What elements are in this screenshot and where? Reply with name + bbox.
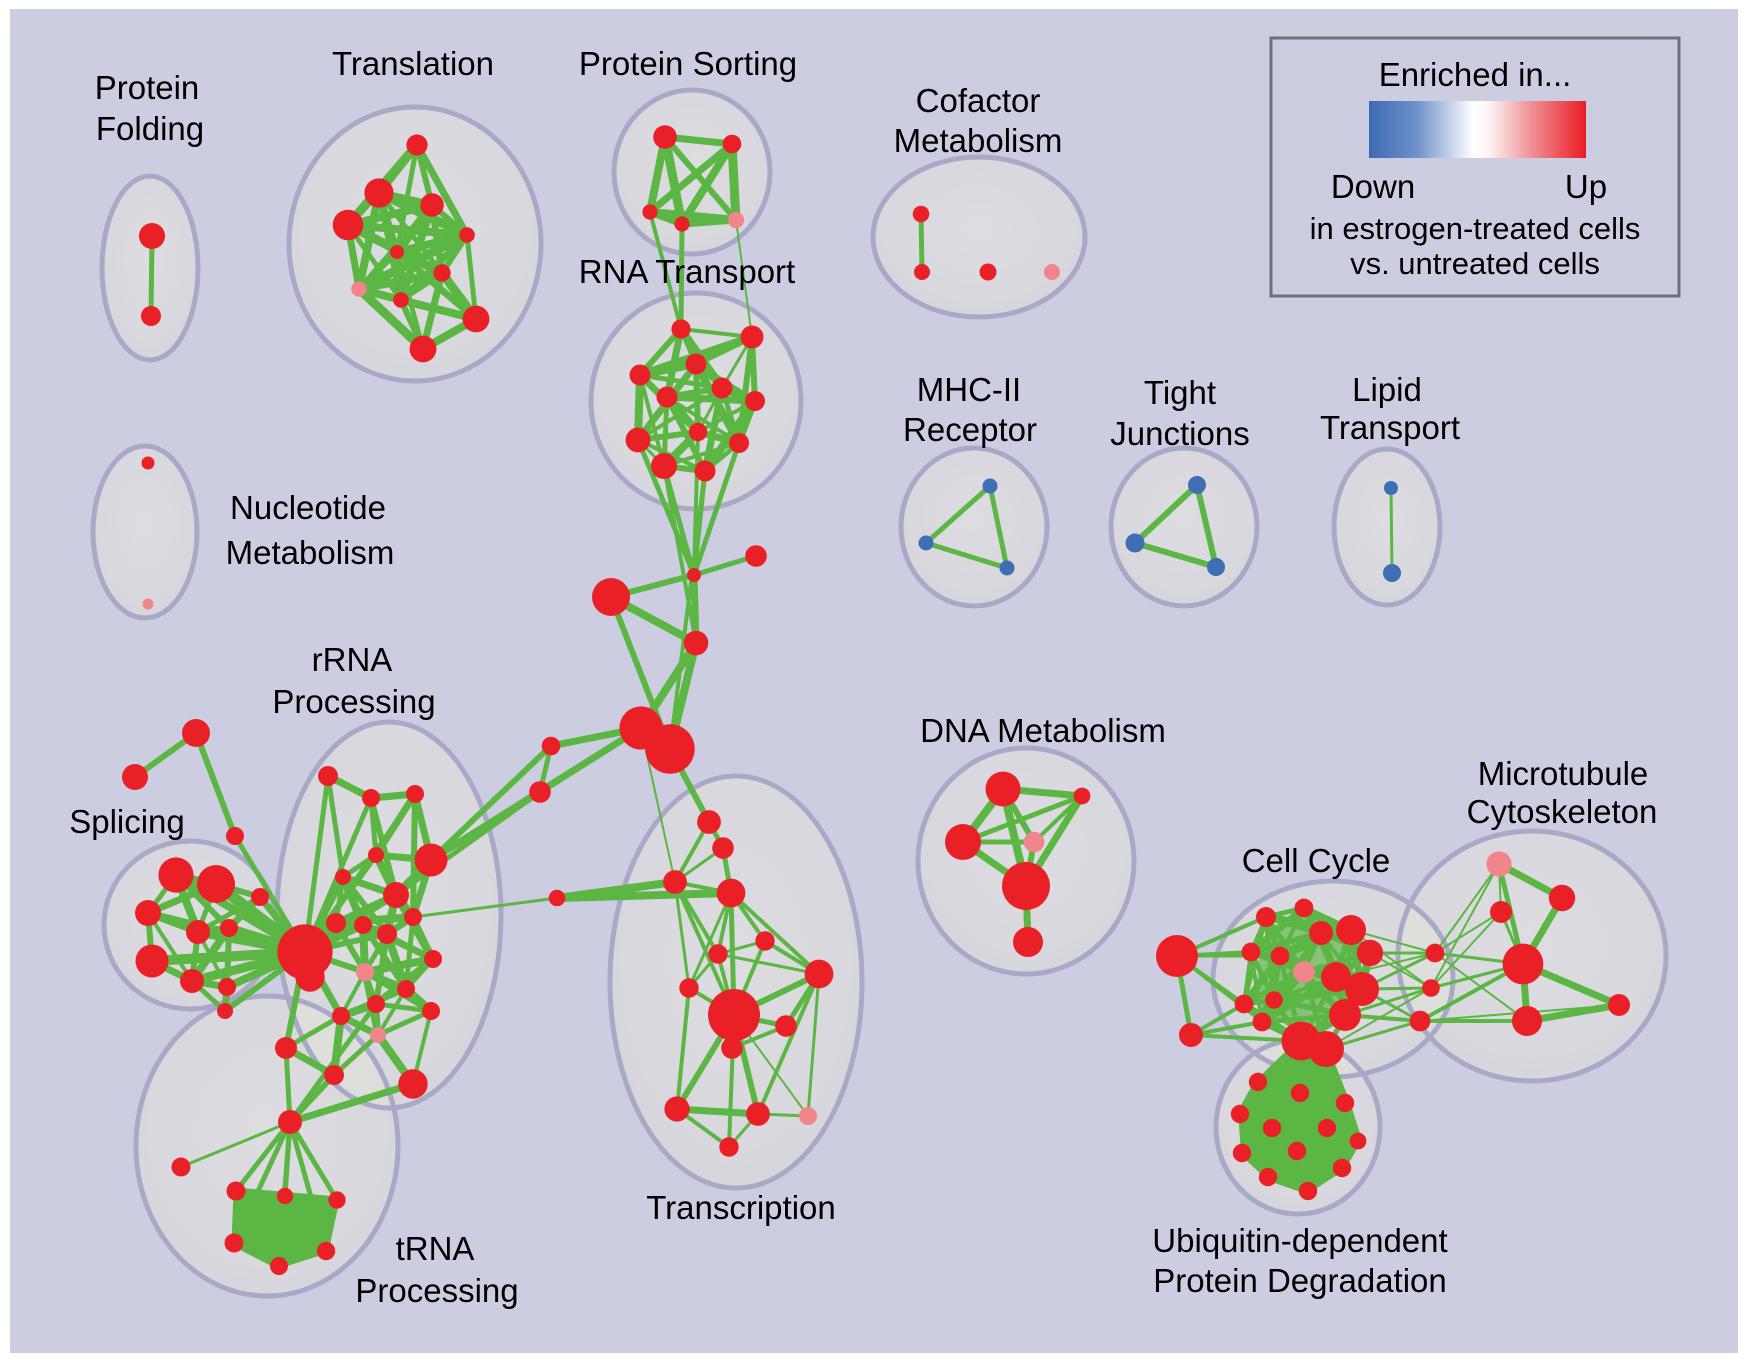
svg-text:Cofactor: Cofactor xyxy=(916,82,1041,119)
svg-text:Folding: Folding xyxy=(96,110,204,147)
svg-text:Up: Up xyxy=(1565,168,1607,205)
svg-text:Protein Degradation: Protein Degradation xyxy=(1153,1262,1447,1299)
svg-text:Transcription: Transcription xyxy=(646,1189,836,1226)
svg-text:Transport: Transport xyxy=(1320,409,1460,446)
svg-text:DNA Metabolism: DNA Metabolism xyxy=(920,712,1166,749)
svg-text:Receptor: Receptor xyxy=(903,411,1037,448)
svg-text:Junctions: Junctions xyxy=(1110,415,1249,452)
svg-text:Translation: Translation xyxy=(332,45,494,82)
svg-text:rRNA: rRNA xyxy=(312,641,393,678)
svg-text:vs. untreated cells: vs. untreated cells xyxy=(1350,246,1600,281)
svg-text:Protein Sorting: Protein Sorting xyxy=(579,45,797,82)
svg-text:Protein: Protein xyxy=(95,69,200,106)
svg-text:Processing: Processing xyxy=(272,683,435,720)
svg-text:tRNA: tRNA xyxy=(396,1230,475,1267)
svg-text:Down: Down xyxy=(1331,168,1415,205)
svg-text:Processing: Processing xyxy=(355,1272,518,1309)
svg-text:Microtubule: Microtubule xyxy=(1478,755,1649,792)
svg-text:Enriched in...: Enriched in... xyxy=(1379,56,1572,93)
svg-text:Ubiquitin-dependent: Ubiquitin-dependent xyxy=(1152,1222,1447,1259)
svg-text:Tight: Tight xyxy=(1144,374,1216,411)
svg-text:Lipid: Lipid xyxy=(1352,371,1422,408)
svg-text:Nucleotide: Nucleotide xyxy=(230,489,386,526)
svg-text:MHC-II: MHC-II xyxy=(917,371,1021,408)
svg-text:Metabolism: Metabolism xyxy=(894,122,1063,159)
svg-text:Splicing: Splicing xyxy=(69,803,185,840)
svg-text:Cytoskeleton: Cytoskeleton xyxy=(1467,793,1658,830)
svg-text:Metabolism: Metabolism xyxy=(226,534,395,571)
svg-text:RNA Transport: RNA Transport xyxy=(579,253,795,290)
svg-text:in estrogen-treated cells: in estrogen-treated cells xyxy=(1310,211,1641,246)
svg-text:Cell Cycle: Cell Cycle xyxy=(1242,842,1391,879)
